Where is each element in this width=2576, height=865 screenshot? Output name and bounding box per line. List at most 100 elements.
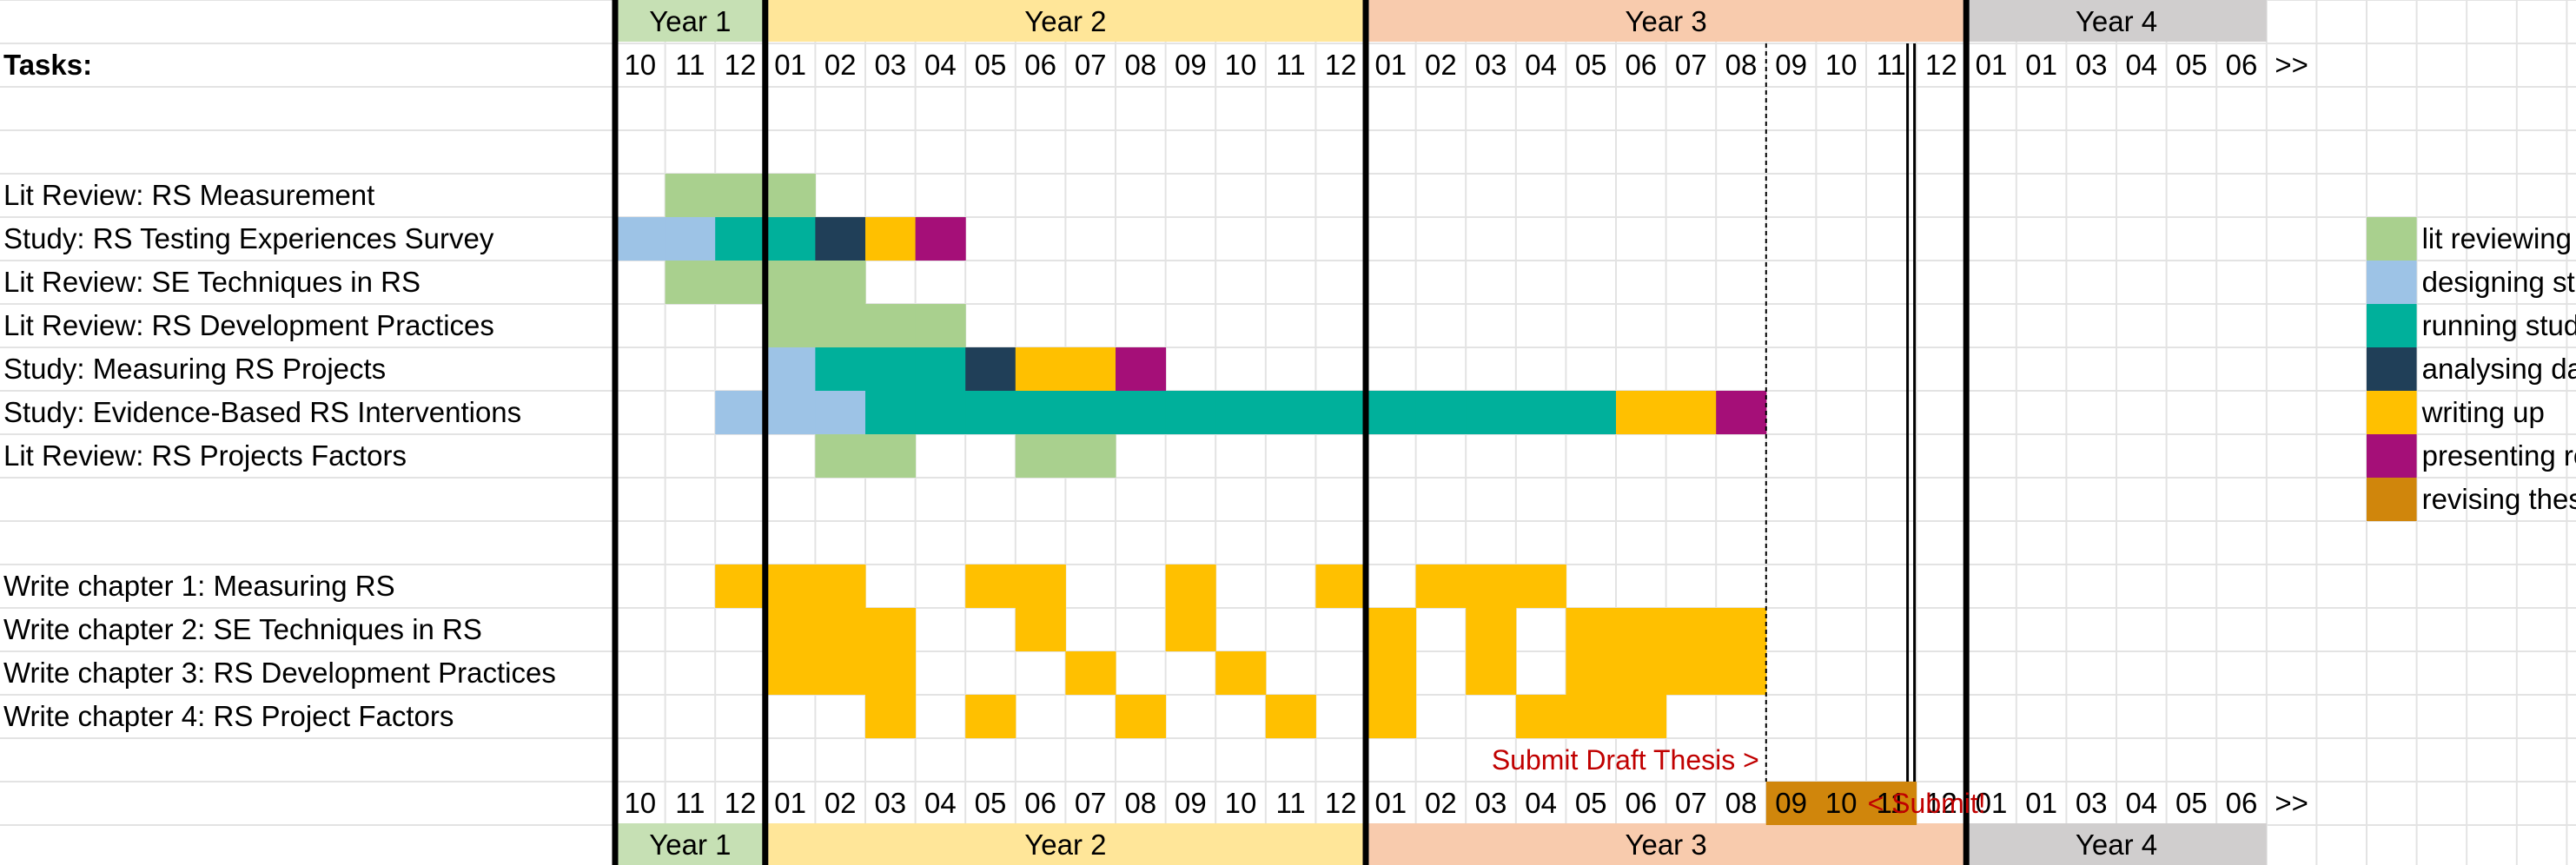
month-label: 11 bbox=[1877, 787, 1906, 819]
legend: lit reviewing designing study running stud… bbox=[2367, 217, 2576, 521]
task-bar-cell bbox=[915, 217, 966, 261]
task-bar-cell bbox=[1515, 695, 1566, 738]
legend-label: presenting research bbox=[2422, 439, 2576, 472]
month-label: 10 bbox=[1225, 49, 1257, 81]
task-bar-cell bbox=[965, 695, 1016, 738]
task-bar-cell bbox=[965, 391, 1016, 434]
tasks-header: Tasks: bbox=[3, 49, 92, 81]
month-label: 04 bbox=[1525, 49, 1557, 81]
month-label: 11 bbox=[1275, 49, 1305, 81]
task-bar-cell bbox=[1215, 391, 1267, 434]
task-bar-cell bbox=[1165, 608, 1216, 651]
task-bar-cell bbox=[1165, 391, 1216, 434]
month-label: 08 bbox=[1124, 787, 1156, 819]
legend-swatch bbox=[2367, 434, 2417, 478]
task-bar-cell bbox=[965, 565, 1016, 608]
task-bar-cell bbox=[865, 304, 917, 347]
legend-label: designing study bbox=[2422, 266, 2576, 298]
month-label: 06 bbox=[2226, 787, 2258, 819]
task-bar-cell bbox=[1566, 695, 1617, 738]
month-label: 06 bbox=[1024, 787, 1056, 819]
legend-swatch bbox=[2367, 347, 2417, 391]
month-label: 01 bbox=[1976, 787, 2008, 819]
month-label: 01 bbox=[774, 49, 806, 81]
year-label: Year 3 bbox=[1625, 5, 1706, 37]
annotation-label: < Submit! bbox=[1868, 788, 1986, 819]
task-label: Study: RS Testing Experiences Survey bbox=[3, 222, 494, 254]
task-bar-cell bbox=[1315, 565, 1367, 608]
task-bar-cell bbox=[765, 261, 816, 304]
task-bar-cell bbox=[815, 217, 866, 261]
task-bar-cell bbox=[1315, 391, 1367, 434]
task-bar-cell bbox=[1466, 565, 1517, 608]
legend-label: writing up bbox=[2421, 396, 2545, 428]
month-label: 09 bbox=[1775, 787, 1807, 819]
task-bar-cell bbox=[1816, 782, 1867, 825]
task-bar-cell bbox=[765, 565, 816, 608]
month-label: 07 bbox=[1675, 49, 1707, 81]
task-bars bbox=[615, 174, 1917, 825]
legend-swatch bbox=[2367, 261, 2417, 304]
month-label: >> bbox=[2275, 49, 2308, 81]
annotations: Submit Draft Thesis > < Submit! bbox=[1492, 744, 1986, 819]
month-labels: 10 10 11 11 12 12 01 01 02 02 03 03 04 04 05 05 06 06 07 07… bbox=[624, 49, 2308, 819]
month-label: 05 bbox=[975, 787, 1007, 819]
year-label: Year 4 bbox=[2076, 829, 2157, 861]
task-bar-cell bbox=[815, 261, 866, 304]
task-bar-cell bbox=[815, 434, 866, 478]
task-bar-cell bbox=[1515, 391, 1566, 434]
task-label: Study: Evidence-Based RS Interventions bbox=[3, 396, 521, 428]
year-label: Year 4 bbox=[2076, 5, 2157, 37]
year-band bbox=[615, 0, 765, 42]
year-bands: Year 1 Year 1 Year 2 Year 2 Year 3 Year 3 Year… bbox=[615, 0, 2267, 865]
month-label: 11 bbox=[1877, 49, 1906, 81]
task-label: Lit Review: RS Development Practices bbox=[3, 309, 494, 341]
task-bar-cell bbox=[1165, 565, 1216, 608]
month-label: 09 bbox=[1175, 787, 1207, 819]
task-bar-cell bbox=[715, 261, 766, 304]
legend-swatch bbox=[2367, 391, 2417, 434]
month-label: 12 bbox=[1925, 49, 1957, 81]
task-bar-cell bbox=[765, 391, 816, 434]
task-bar-cell bbox=[1616, 695, 1667, 738]
year-separators bbox=[612, 0, 1970, 865]
task-bar-cell bbox=[1866, 782, 1917, 825]
task-bar-cell bbox=[1616, 391, 1667, 434]
task-bar-cell bbox=[865, 217, 917, 261]
month-label: 01 bbox=[1374, 49, 1407, 81]
month-label: 01 bbox=[1374, 787, 1407, 819]
month-label: 10 bbox=[624, 49, 656, 81]
task-bar-cell bbox=[965, 347, 1016, 391]
task-bar-cell bbox=[1415, 391, 1467, 434]
month-label: 03 bbox=[874, 787, 906, 819]
task-bar-cell bbox=[1265, 695, 1316, 738]
month-label: 04 bbox=[1525, 787, 1557, 819]
task-bar-cell bbox=[715, 217, 766, 261]
task-bar-cell bbox=[915, 347, 966, 391]
year-label: Year 3 bbox=[1625, 829, 1706, 861]
task-bar-cell bbox=[1566, 391, 1617, 434]
task-bar-cell bbox=[815, 608, 866, 651]
year-label: Year 1 bbox=[649, 829, 731, 861]
month-label: 03 bbox=[2076, 49, 2108, 81]
task-bar-cell bbox=[715, 174, 766, 217]
task-bar-cell bbox=[865, 347, 917, 391]
task-bar-cell bbox=[815, 651, 866, 695]
task-bar-cell bbox=[1116, 391, 1167, 434]
task-bar-cell bbox=[865, 391, 917, 434]
task-bar-cell bbox=[1466, 608, 1517, 651]
annotation-label: Submit Draft Thesis > bbox=[1492, 744, 1759, 776]
month-label: 06 bbox=[1625, 787, 1657, 819]
task-bar-cell bbox=[1665, 651, 1717, 695]
month-label: 04 bbox=[2125, 49, 2157, 81]
task-bar-cell bbox=[815, 565, 866, 608]
legend-swatch bbox=[2367, 478, 2417, 521]
task-bar-cell bbox=[1265, 391, 1316, 434]
task-bar-cell bbox=[915, 304, 966, 347]
task-bar-cell bbox=[1366, 391, 1417, 434]
task-bar-cell bbox=[815, 391, 866, 434]
month-label: 04 bbox=[924, 787, 957, 819]
task-bar-cell bbox=[1015, 608, 1066, 651]
task-bar-cell bbox=[765, 651, 816, 695]
